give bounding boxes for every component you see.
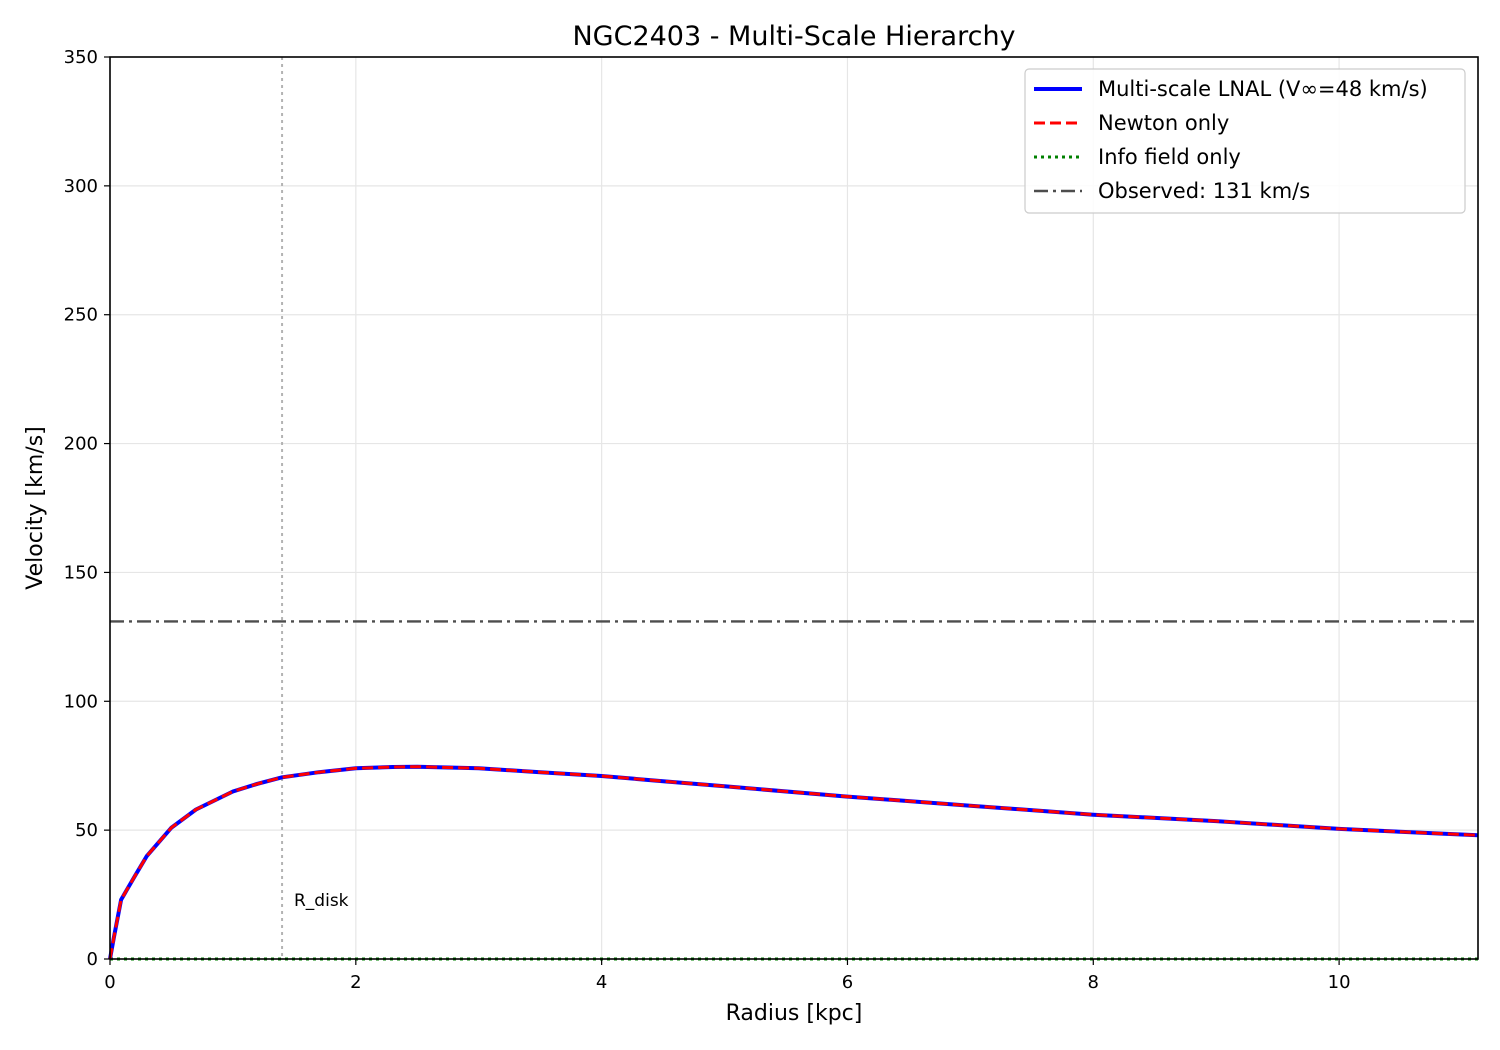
chart-title: NGC2403 - Multi-Scale Hierarchy xyxy=(572,21,1015,52)
legend-label-newton: Newton only xyxy=(1098,111,1229,135)
legend-frame xyxy=(1024,68,1466,214)
plot-frame xyxy=(109,56,1479,960)
y-tick-label: 150 xyxy=(64,562,98,583)
r-disk-annotation: R_disk xyxy=(294,891,349,911)
series-line-newton xyxy=(108,765,1479,960)
x-tick-label: 2 xyxy=(350,972,361,993)
y-tick-label: 50 xyxy=(75,820,98,841)
legend: Multi-scale LNAL (V∞=48 km/s) Newton onl… xyxy=(1024,68,1466,214)
series-line-lnal xyxy=(108,764,1479,960)
x-tick-label: 10 xyxy=(1328,972,1351,993)
y-axis-label: Velocity [km/s] xyxy=(23,426,48,590)
x-axis-label: Radius [kpc] xyxy=(726,1001,863,1026)
y-tick-label: 100 xyxy=(64,691,98,712)
y-tick-label: 200 xyxy=(64,434,98,455)
y-axis-ticks: 0 50 100 150 200 250 300 350 xyxy=(64,47,110,970)
x-tick-label: 4 xyxy=(596,972,607,993)
legend-label-lnal: Multi-scale LNAL (V∞=48 km/s) xyxy=(1098,77,1428,101)
y-tick-label: 300 xyxy=(64,176,98,197)
y-tick-label: 0 xyxy=(87,949,98,970)
legend-label-observed: Observed: 131 km/s xyxy=(1098,179,1310,203)
x-tick-label: 0 xyxy=(104,972,115,993)
legend-label-info: Info field only xyxy=(1098,145,1241,169)
x-tick-label: 8 xyxy=(1088,972,1099,993)
x-axis-ticks: 0 2 4 6 8 10 xyxy=(104,959,1351,993)
x-tick-label: 6 xyxy=(842,972,853,993)
y-tick-label: 350 xyxy=(64,47,98,68)
y-tick-label: 250 xyxy=(64,305,98,326)
